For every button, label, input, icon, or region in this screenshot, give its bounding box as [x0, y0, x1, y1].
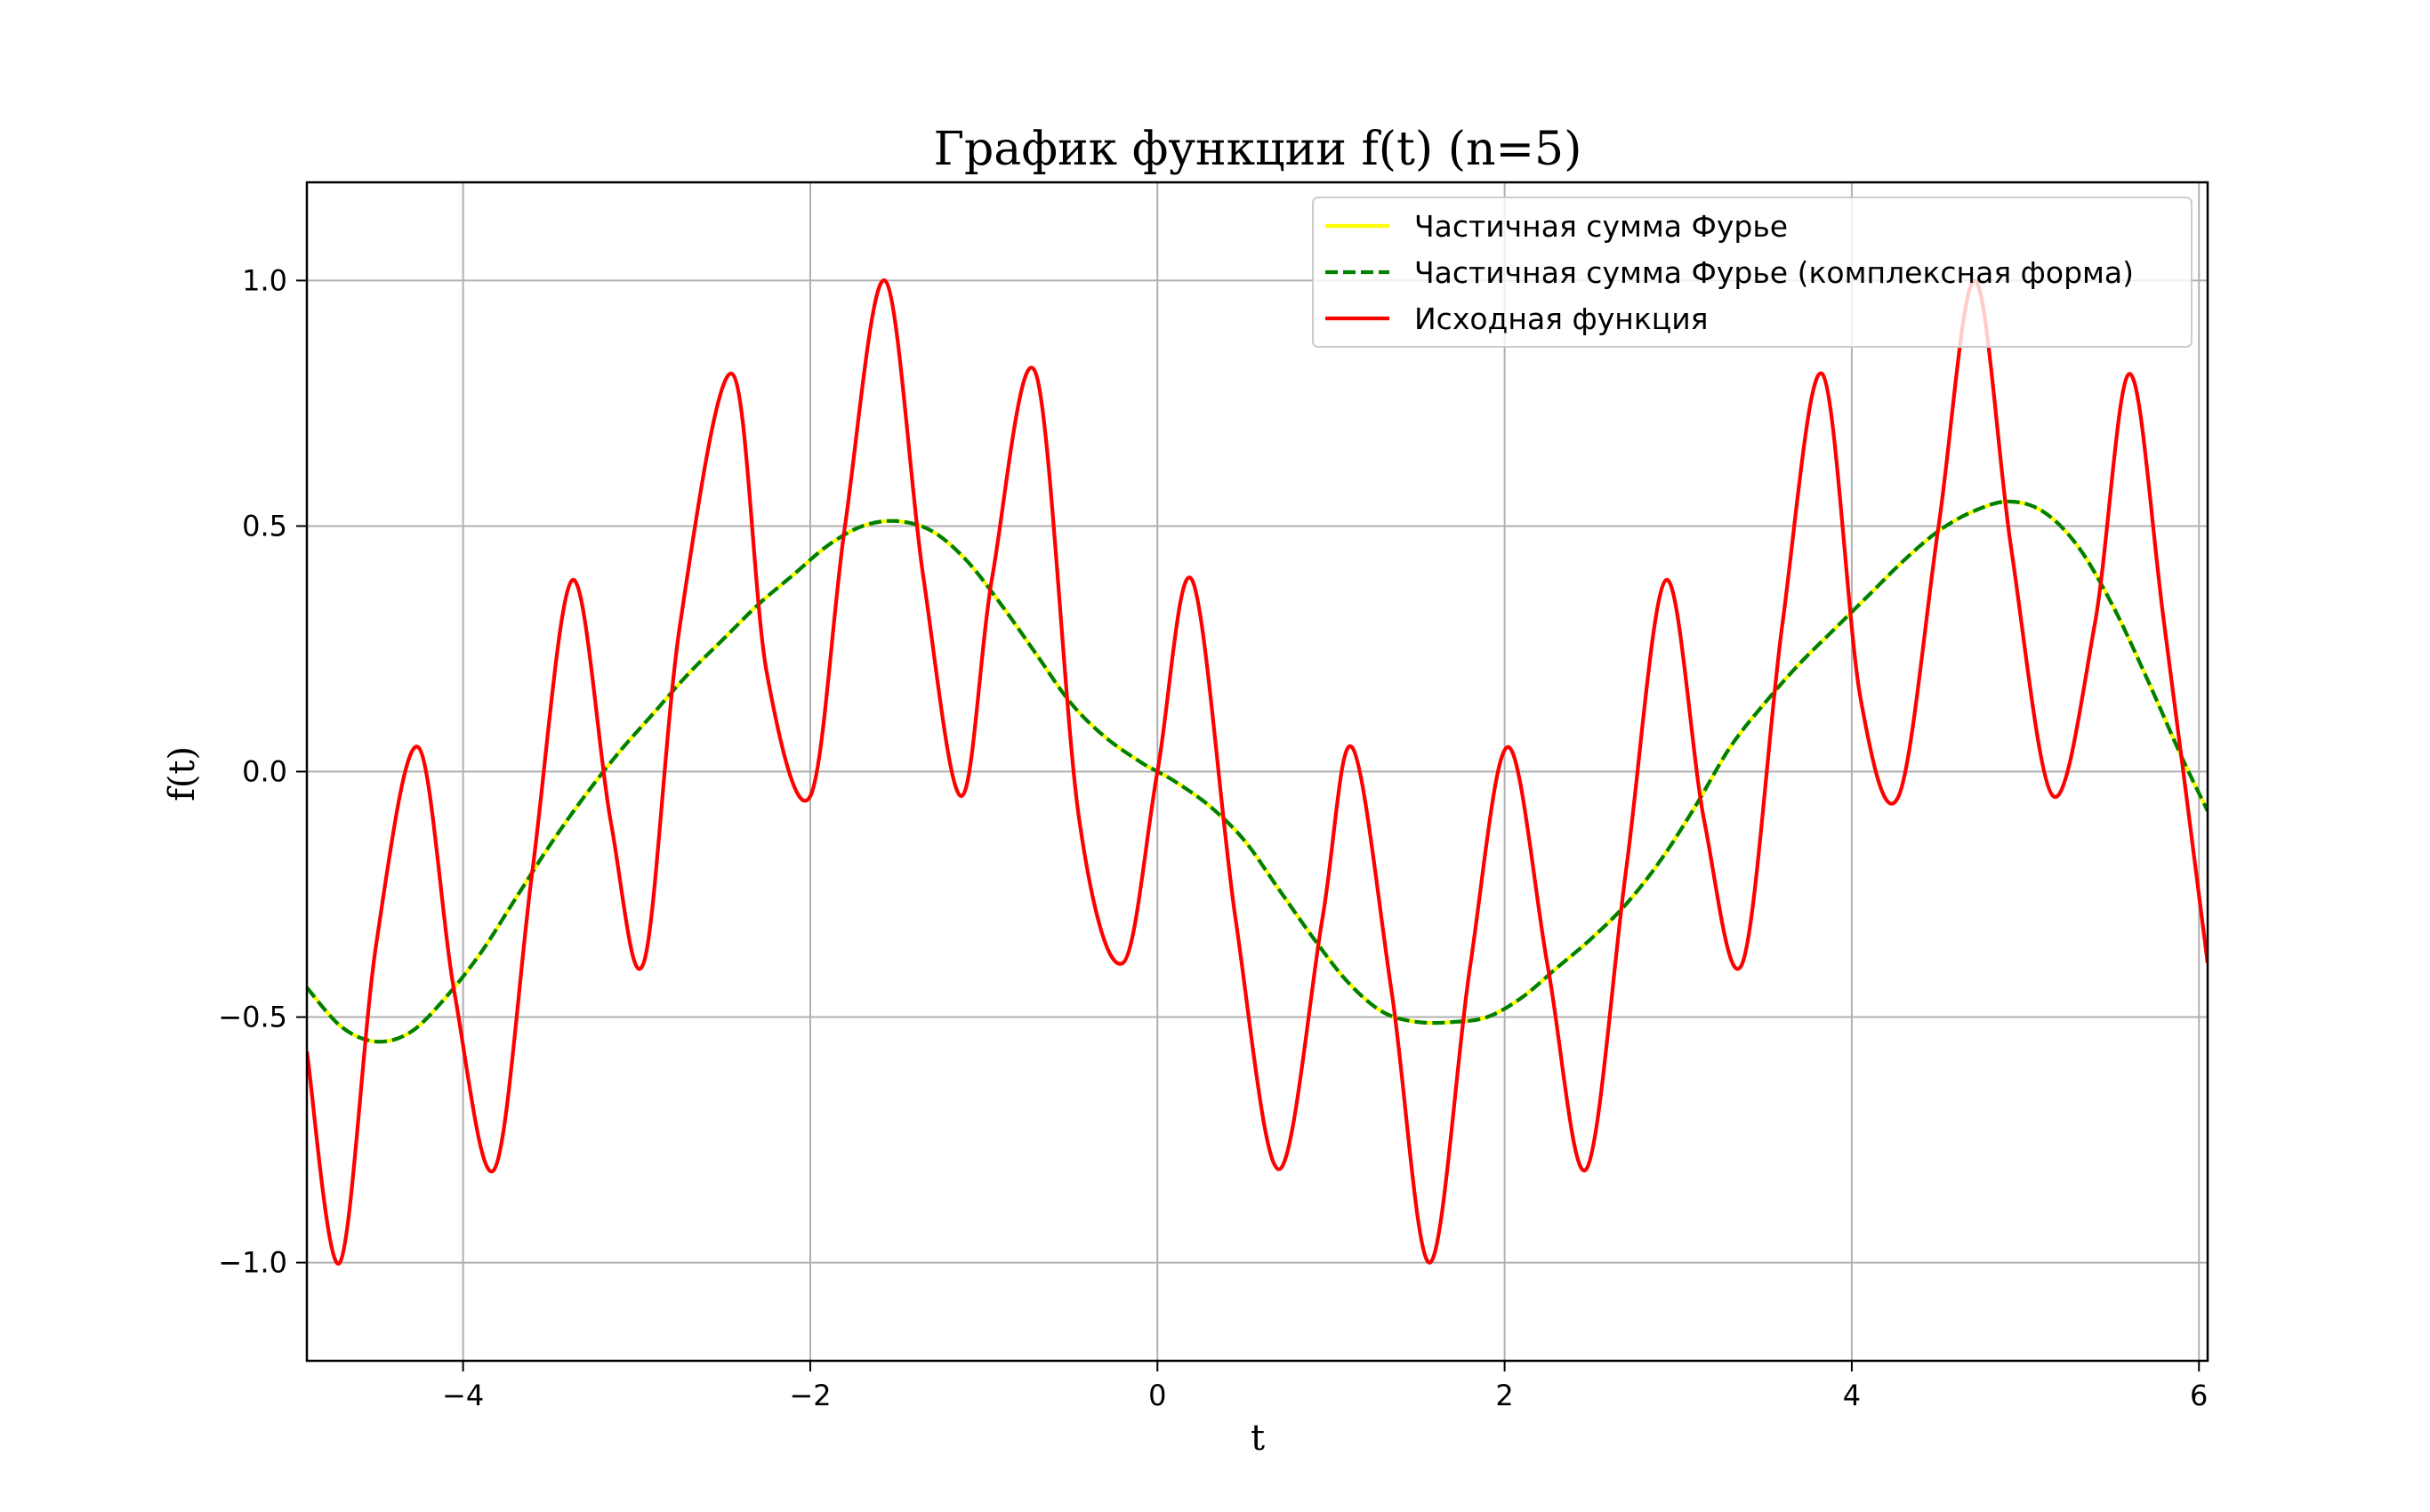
- plot-lines: [307, 278, 2208, 1266]
- legend-box: [1312, 197, 2193, 348]
- legend-label: Частичная сумма Фурье: [1414, 209, 1788, 244]
- y-tick-label: −1.0: [218, 1246, 287, 1280]
- y-tick-label: 0.5: [242, 509, 287, 543]
- y-axis-label: f(t): [162, 746, 203, 801]
- fourier-complex-sum-line: [307, 499, 2208, 1044]
- y-tick-label: 0.0: [242, 755, 287, 789]
- original-function-line: [307, 278, 2208, 1266]
- y-tick-label: −0.5: [218, 1001, 287, 1034]
- x-tick-label: 6: [2190, 1379, 2208, 1412]
- x-axis-label: t: [1251, 1418, 1265, 1459]
- axis-ticks: −4 −2 0 2 4 6 −1.0 −0.5 0.0 0.5 1.0: [218, 263, 2208, 1412]
- chart-title: График функции f(t) (n=5): [934, 123, 1582, 176]
- plot-area-frame: [305, 181, 2209, 1363]
- x-tick-label: −2: [789, 1379, 831, 1412]
- legend-label: Исходная функция: [1414, 302, 1709, 336]
- legend: Частичная сумма Фурье Частичная сумма Фур…: [1312, 197, 2193, 348]
- x-tick-label: −4: [442, 1379, 484, 1412]
- legend-label: Частичная сумма Фурье (комплексная форма…: [1414, 255, 2134, 290]
- x-tick-label: 2: [1495, 1379, 1513, 1412]
- y-tick-label: 1.0: [242, 263, 287, 297]
- x-tick-label: 4: [1843, 1379, 1861, 1412]
- x-tick-label: 0: [1148, 1379, 1166, 1412]
